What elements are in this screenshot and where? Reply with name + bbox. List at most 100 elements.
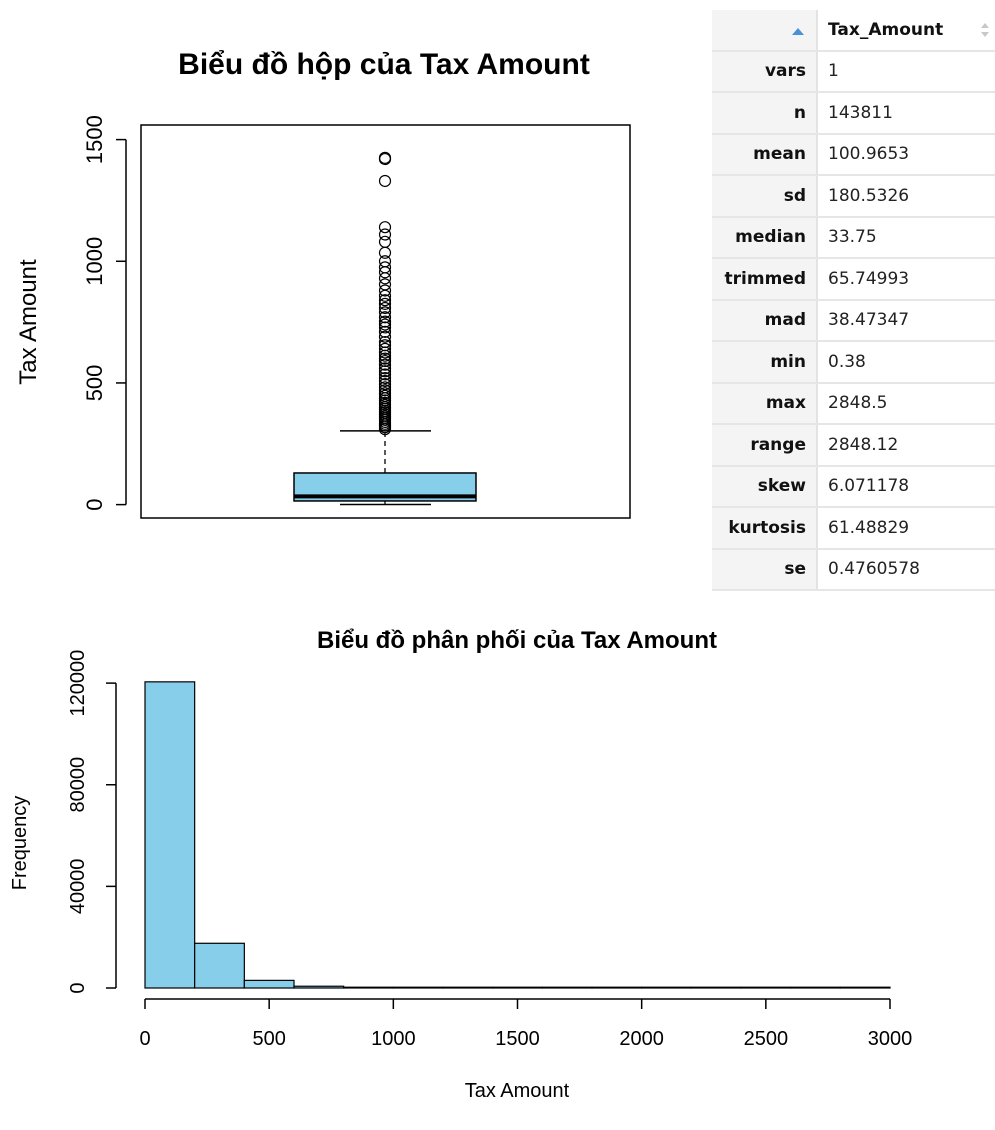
- histogram-bars: [144, 681, 891, 989]
- row-name: median: [712, 216, 818, 259]
- histogram-y-tick-label: 40000: [67, 859, 89, 915]
- histogram-bar: [243, 979, 295, 989]
- table-row: mad 38.47347: [712, 299, 995, 342]
- histogram-chart: Biểu đồ phân phối của Tax Amount Frequen…: [9, 627, 913, 1102]
- boxplot-outlier: [378, 378, 392, 391]
- row-name: vars: [712, 50, 818, 93]
- boxplot-outlier: [378, 352, 392, 365]
- histogram-bar: [839, 986, 891, 989]
- boxplot-outlier: [378, 311, 392, 324]
- row-value: 38.47347: [817, 299, 995, 342]
- boxplot-outliers: [378, 151, 392, 436]
- table-row: sd 180.5326: [712, 175, 995, 218]
- table-row: se 0.4760578: [712, 548, 995, 591]
- boxplot-outlier: [378, 318, 392, 331]
- row-value: 2848.5: [817, 382, 995, 425]
- row-value: 2848.12: [817, 424, 995, 467]
- histogram-bar: [790, 986, 841, 989]
- row-value: 65.74993: [817, 258, 995, 301]
- boxplot-y-axis: 0 500 1000 1500: [82, 115, 127, 511]
- boxplot-outlier: [378, 371, 392, 385]
- boxplot-outlier: [378, 330, 392, 343]
- boxplot-y-tick-label: 500: [82, 365, 107, 402]
- row-value: 33.75: [817, 216, 995, 259]
- row-value: 6.071178: [817, 465, 995, 508]
- boxplot-frame: [140, 124, 631, 519]
- histogram-x-tick-label: 2500: [744, 1028, 789, 1050]
- histogram-x-tick-label: 1000: [371, 1028, 416, 1050]
- column-header-tax-amount[interactable]: Tax_Amount: [817, 10, 995, 52]
- table-row: n 143811: [712, 92, 995, 135]
- row-name: kurtosis: [712, 507, 818, 550]
- table-row: median 33.75: [712, 216, 995, 259]
- histogram-x-tick-label: 0: [139, 1028, 150, 1050]
- boxplot-outlier: [378, 284, 392, 297]
- histogram-bar: [144, 681, 196, 989]
- boxplot-outlier: [378, 294, 392, 307]
- row-name: skew: [712, 465, 818, 508]
- boxplot-outlier: [378, 261, 392, 274]
- boxplot-outlier: [378, 362, 392, 375]
- row-name: se: [712, 548, 818, 591]
- boxplot-outlier: [378, 297, 392, 310]
- boxplot-outlier: [378, 255, 392, 268]
- boxplot-outlier: [378, 151, 392, 164]
- row-value: 0.4760578: [817, 548, 995, 591]
- table-body: vars 1 n 143811 mean 100.9653 sd 180.5326 median…: [712, 50, 995, 591]
- histogram-x-tick-label: 1500: [495, 1028, 540, 1050]
- row-value: 180.5326: [817, 175, 995, 218]
- histogram-y-tick-label: 80000: [67, 757, 89, 813]
- row-value: 61.48829: [817, 507, 995, 550]
- histogram-bar: [194, 942, 245, 989]
- table-row: trimmed 65.74993: [712, 258, 995, 301]
- histogram-bar: [690, 986, 742, 989]
- row-name: mean: [712, 133, 818, 176]
- boxplot-outlier: [378, 339, 392, 352]
- row-name: trimmed: [712, 258, 818, 301]
- row-value: 0.38: [817, 341, 995, 384]
- boxplot-outlier: [378, 278, 392, 291]
- histogram-y-tick-label: 120000: [67, 650, 89, 717]
- histogram-x-axis: 0 500 1000 1500 2000 2500 3000: [139, 998, 913, 1050]
- table-row: max 2848.5: [712, 382, 995, 425]
- histogram-x-tick-label: 2000: [619, 1028, 664, 1050]
- boxplot-outlier: [378, 174, 392, 188]
- histogram-bar: [591, 986, 643, 989]
- row-name: min: [712, 341, 818, 384]
- boxplot-outlier: [378, 321, 392, 334]
- row-name: n: [712, 92, 818, 135]
- boxplot-outlier: [378, 358, 392, 371]
- table-row: range 2848.12: [712, 424, 995, 467]
- boxplot-outlier: [378, 315, 392, 328]
- boxplot-marks: [293, 430, 477, 506]
- boxplot-outlier: [378, 387, 392, 400]
- boxplot-outlier: [378, 235, 392, 248]
- row-name: mad: [712, 299, 818, 342]
- histogram-bar: [492, 986, 543, 989]
- histogram-bar: [641, 986, 692, 989]
- boxplot-outlier: [378, 221, 392, 234]
- histogram-x-tick-label: 3000: [868, 1028, 913, 1050]
- row-name: range: [712, 424, 818, 467]
- table-row: min 0.38: [712, 341, 995, 384]
- histogram-bar: [442, 986, 494, 989]
- boxplot-outlier: [378, 228, 392, 241]
- boxplot-outlier: [378, 325, 392, 338]
- summary-stats-table: Tax_Amount vars 1 n 143811 mean 100.9653 sd 180…: [712, 10, 995, 591]
- table-row: skew 6.071178: [712, 465, 995, 508]
- histogram-bar: [343, 986, 394, 989]
- boxplot-y-axis-label: Tax Amount: [15, 259, 42, 385]
- histogram-x-tick-label: 500: [252, 1028, 285, 1050]
- boxplot-outlier: [378, 368, 392, 381]
- histogram-bar: [392, 986, 444, 989]
- table-row: kurtosis 61.48829: [712, 507, 995, 550]
- row-value: 1: [817, 50, 995, 93]
- boxplot-y-tick-label: 0: [82, 498, 107, 510]
- row-name: max: [712, 382, 818, 425]
- table-corner-sort[interactable]: [712, 10, 818, 52]
- column-header-label: Tax_Amount: [828, 19, 944, 40]
- boxplot-outlier: [378, 381, 392, 394]
- boxplot-outlier: [378, 342, 392, 355]
- sort-icon: [981, 23, 989, 37]
- boxplot-outlier: [378, 306, 392, 319]
